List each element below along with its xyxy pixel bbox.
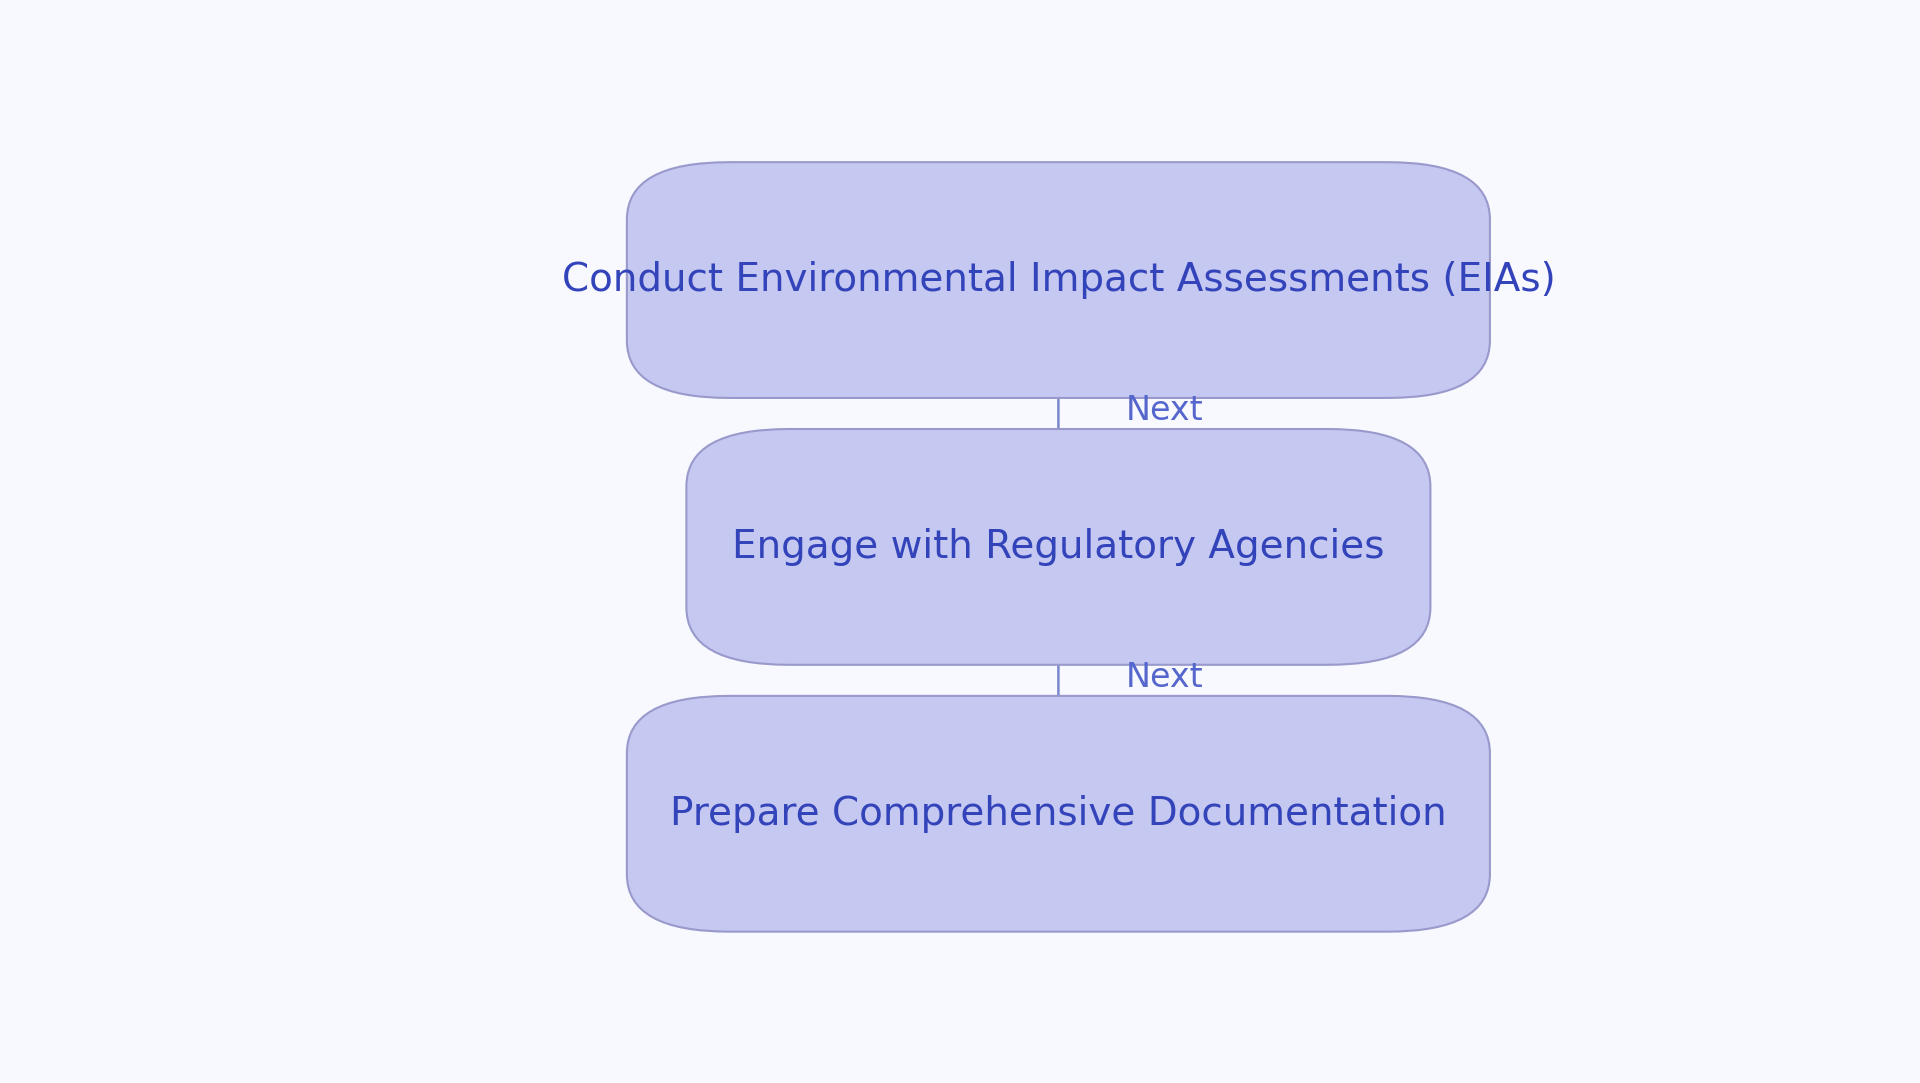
Text: Prepare Comprehensive Documentation: Prepare Comprehensive Documentation	[670, 795, 1446, 833]
FancyBboxPatch shape	[687, 429, 1430, 665]
FancyBboxPatch shape	[626, 162, 1490, 397]
FancyBboxPatch shape	[626, 696, 1490, 931]
Text: Conduct Environmental Impact Assessments (EIAs): Conduct Environmental Impact Assessments…	[561, 261, 1555, 299]
Text: Next: Next	[1125, 662, 1204, 694]
Text: Next: Next	[1125, 394, 1204, 428]
Text: Engage with Regulatory Agencies: Engage with Regulatory Agencies	[732, 527, 1384, 566]
